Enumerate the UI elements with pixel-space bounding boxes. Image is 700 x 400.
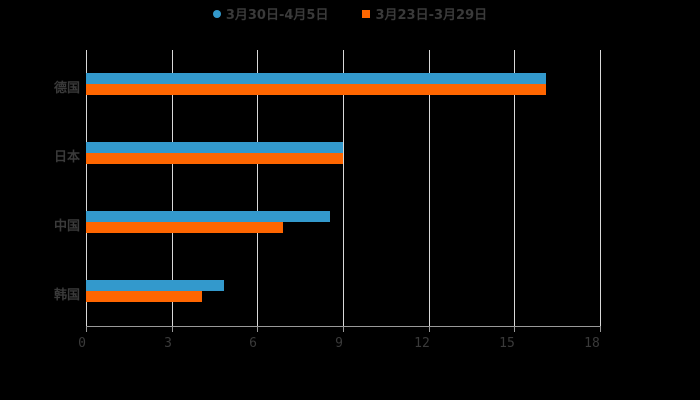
gridline (257, 50, 259, 326)
gridline (514, 50, 516, 326)
bar-japan-series-1[interactable] (86, 142, 343, 153)
bar-china-series-2[interactable] (86, 222, 283, 233)
gridline (86, 50, 87, 326)
x-tick-label: 3 (164, 336, 172, 351)
plot-area (86, 50, 601, 326)
legend-item-series-2[interactable]: 3月23日-3月29日 (362, 4, 487, 23)
bar-china-series-1[interactable] (86, 211, 330, 222)
x-tick (86, 326, 87, 332)
x-tick (257, 326, 259, 332)
x-tick-label: 9 (335, 336, 343, 351)
x-tick-label: 0 (78, 336, 86, 351)
gridline (428, 50, 430, 326)
legend-circle-icon (212, 9, 221, 18)
x-tick (514, 326, 516, 332)
gridline (171, 50, 173, 326)
legend-label: 3月30日-4月5日 (225, 8, 329, 23)
x-tick (428, 326, 430, 332)
x-tick-label: 6 (249, 336, 257, 351)
bar-germany-series-2[interactable] (86, 84, 546, 95)
legend: 3月30日-4月5日 3月23日-3月29日 (0, 4, 700, 23)
category-label-japan: 日本 (53, 150, 80, 165)
x-tick (600, 326, 601, 332)
bar-germany-series-1[interactable] (86, 73, 546, 84)
bar-japan-series-2[interactable] (86, 153, 343, 164)
bar-korea-series-1[interactable] (86, 280, 224, 291)
x-tick (171, 326, 173, 332)
bar-korea-series-2[interactable] (86, 291, 202, 302)
x-tick (343, 326, 344, 332)
gridline (343, 50, 344, 326)
legend-square-icon (362, 9, 371, 18)
category-label-germany: 德国 (53, 81, 80, 96)
x-tick-label: 18 (584, 336, 600, 351)
category-label-china: 中国 (53, 219, 80, 234)
x-tick-label: 12 (414, 336, 430, 351)
legend-label: 3月23日-3月29日 (375, 8, 488, 23)
gridline (600, 50, 601, 326)
legend-item-series-1[interactable]: 3月30日-4月5日 (212, 4, 329, 23)
x-tick-label: 15 (499, 336, 515, 351)
category-label-korea: 韩国 (53, 288, 80, 303)
